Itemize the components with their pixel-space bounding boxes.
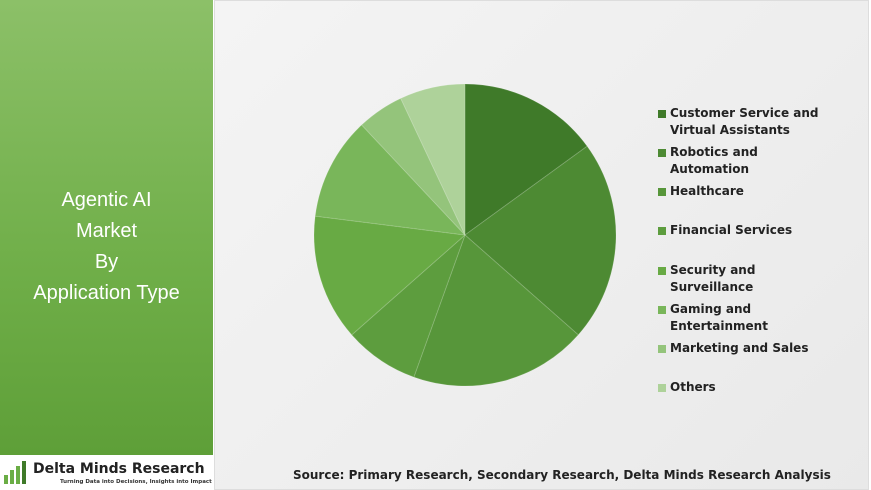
pie-slice (314, 124, 467, 236)
legend-swatch (658, 188, 666, 196)
legend-item: Customer Service and Virtual Assistants (658, 105, 838, 139)
legend-item: Security and Surveillance (658, 262, 838, 296)
chart-title: Agentic AI Market By Application Type (0, 185, 213, 309)
brand-tagline: Turning Data into Decisions, Insights in… (60, 479, 212, 485)
source-note: Source: Primary Research, Secondary Rese… (293, 468, 831, 482)
legend-item: Robotics and Automation (658, 144, 838, 178)
legend-swatch (658, 267, 666, 275)
legend-label: Healthcare (670, 184, 744, 198)
legend-item: Gaming and Entertainment (658, 301, 838, 335)
logo-icon (4, 461, 26, 484)
legend-item: Healthcare (658, 183, 838, 200)
legend-swatch (658, 227, 666, 235)
legend-swatch (658, 110, 666, 118)
legend-label: Customer Service and Virtual Assistants (670, 106, 819, 137)
legend-label: Gaming and Entertainment (670, 302, 768, 333)
pie-slice (464, 83, 588, 236)
legend-label: Others (670, 380, 716, 394)
legend-swatch (658, 345, 666, 353)
legend-swatch (658, 149, 666, 157)
legend-swatch (658, 384, 666, 392)
pie-slice (313, 215, 467, 336)
legend-swatch (658, 306, 666, 314)
pie-slice (351, 234, 466, 378)
title-line: Market (75, 220, 138, 242)
pie-slice (360, 97, 466, 236)
title-line: Application Type (33, 282, 180, 304)
legend-item: Marketing and Sales (658, 340, 838, 357)
legend-item: Financial Services (658, 222, 838, 239)
pie-slice (464, 145, 617, 336)
title-line: By (94, 251, 119, 273)
legend-label: Security and Surveillance (670, 263, 756, 294)
title-panel: Agentic AI Market By Application Type (0, 0, 213, 455)
logo: Delta Minds Research Turning Data into D… (0, 455, 213, 490)
pie-slice (413, 234, 579, 387)
brand-name: Delta Minds Research (33, 461, 205, 477)
pie-slice (400, 83, 466, 236)
legend-label: Financial Services (670, 223, 793, 237)
legend-label: Robotics and Automation (670, 145, 758, 176)
legend-item: Others (658, 379, 838, 396)
legend-label: Marketing and Sales (670, 341, 809, 355)
title-line: Agentic AI (61, 189, 152, 211)
